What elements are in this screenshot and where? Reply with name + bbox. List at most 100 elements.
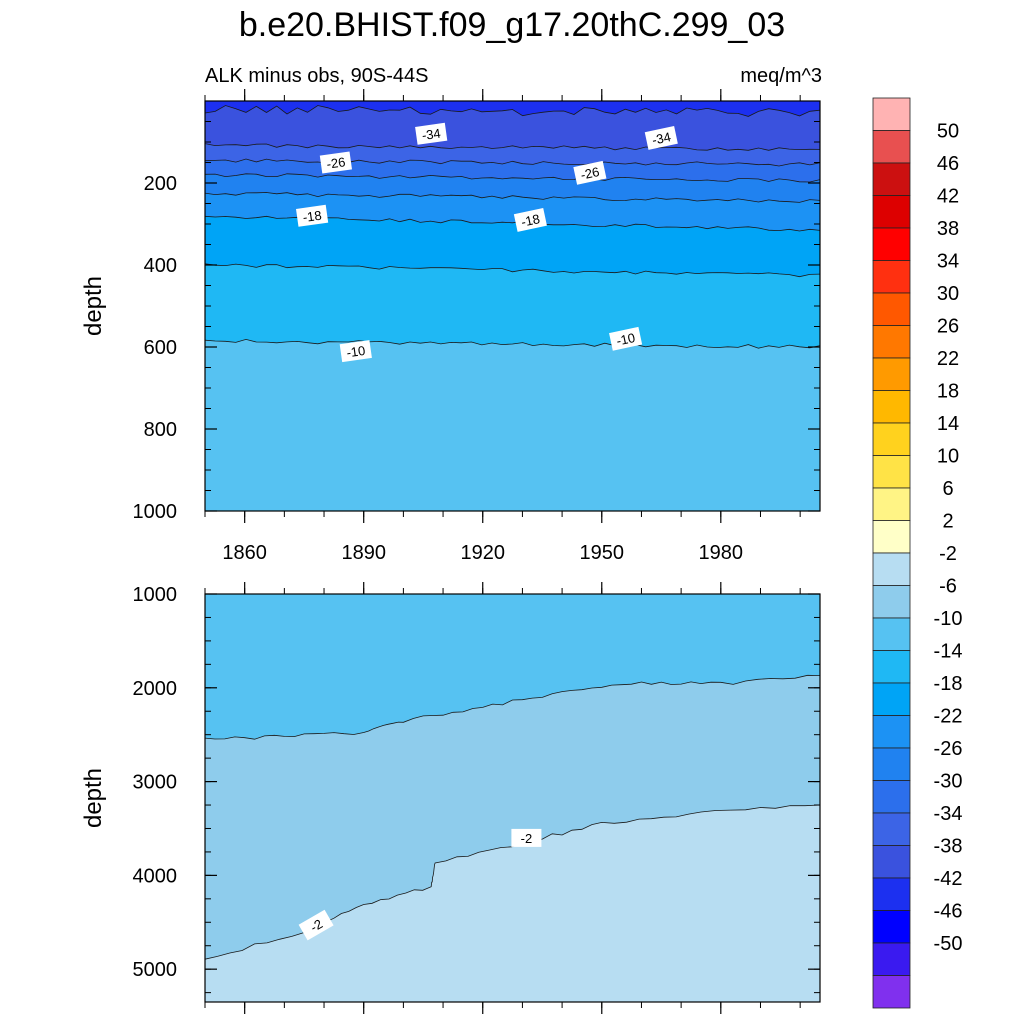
upper-contour-label: -34 [644,125,678,150]
colorbar-label: -46 [934,901,963,923]
colorbar-box [872,260,911,294]
colorbar-box [872,812,911,846]
colorbar-box [872,422,911,456]
colorbar-label: 6 [942,478,953,500]
colorbar-label: 34 [937,251,959,273]
colorbar-box [872,130,911,164]
figure-title: b.e20.BHIST.f09_g17.20thC.299_03 [239,6,785,44]
colorbar-box [872,975,911,1009]
colorbar-label: -38 [934,836,963,858]
colorbar-box [872,455,911,489]
upper-contour-lines [204,105,821,349]
upper-contour-label: -26 [319,151,353,174]
colorbar-box [872,195,911,229]
upper-contour-label: -10 [609,326,643,351]
lower-contour-line [204,674,821,740]
lower-contour-label-bg [511,828,542,847]
colorbar-label: 46 [937,153,959,175]
upper-y-ticks: 200 400 600 800 1000 [133,100,820,523]
upper-contour-label-bg [644,125,678,150]
colorbar-box [872,877,911,911]
colorbar-label: 38 [937,218,959,240]
upper-contour-label-bg [319,151,353,174]
colorbar-label: 2 [942,511,953,533]
colorbar-box [872,910,911,944]
colorbar-label: -10 [934,608,963,630]
colorbar-box [872,520,911,554]
colorbar-box [872,162,911,196]
upper-contour-label-text: -18 [520,211,542,230]
upper-contour-label-text: -10 [615,330,637,349]
upper-contour-line [204,158,821,167]
lower-y-tick-label: 4000 [133,865,178,887]
upper-x-tick-label: 1860 [222,542,267,564]
upper-y-tick-label: 600 [144,337,177,359]
upper-contour-label-text: -18 [302,208,323,225]
colorbar-box [872,227,911,261]
upper-contour-fills [205,101,820,511]
colorbar-label: 10 [937,446,959,468]
upper-y-tick-label: 800 [144,419,177,441]
upper-contour-label: -18 [295,204,329,227]
colorbar-box [872,780,911,814]
colorbar-box [872,325,911,359]
upper-contour-label: -34 [415,122,448,145]
upper-contour-label-text: -34 [421,126,442,143]
lower-contour-label: -2 [511,828,542,847]
lower-band-fill [205,805,820,1002]
colorbar-label: -42 [934,868,963,890]
lower-panel: -2 -2 1000 2000 3000 4000 5000 depth [80,582,821,1014]
upper-band-fill [205,101,820,117]
upper-contour-label: -10 [339,340,372,363]
colorbar-box [872,845,911,879]
lower-y-tick-label: 2000 [133,678,178,700]
colorbar-label: -22 [934,706,963,728]
colorbar-box [872,487,911,521]
upper-contour-label-bg [513,207,547,232]
lower-y-axis-label: depth [80,768,107,828]
colorbar-label: 22 [937,348,959,370]
upper-contour-label-text: -26 [326,154,347,171]
upper-contour-line [204,105,821,117]
upper-contour-line [204,263,821,278]
upper-contour-label: -18 [513,207,547,232]
colorbar-label: 50 [937,121,959,143]
colorbar-label: 18 [937,381,959,403]
upper-contour-label-bg [573,160,607,185]
upper-panel: ALK minus obs, 90S-44S meq/m^3 -34 -34 -26… [80,65,822,564]
colorbar-label: -2 [939,543,957,565]
lower-y-ticks: 1000 2000 3000 4000 5000 [133,584,820,994]
colorbar-box [872,357,911,391]
lower-contour-labels: -2 -2 [298,828,542,941]
colorbar-box [872,552,911,586]
upper-y-tick-label: 200 [144,173,177,195]
colorbar-box [872,942,911,976]
upper-x-tick-label: 1980 [699,542,744,564]
lower-y-tick-label: 1000 [133,584,178,606]
lower-y-tick-label: 3000 [133,772,178,794]
upper-contour-line [204,173,821,183]
colorbar-label: 30 [937,283,959,305]
colorbar-label: -14 [934,641,963,663]
colorbar: 50 46 42 38 34 30 26 22 18 14 10 6 2 -2 -6 -10 -14 -18 -22… [872,97,963,1009]
upper-y-tick-label: 400 [144,255,177,277]
upper-contour-label-bg [339,340,372,363]
lower-contour-fills [205,594,820,1002]
lower-contour-label-text: -2 [521,831,533,846]
upper-subtitle-left: ALK minus obs, 90S-44S [205,65,428,87]
lower-contour-label-bg [298,909,334,941]
upper-contour-line [204,192,821,203]
upper-subtitle-right: meq/m^3 [740,65,822,87]
upper-contour-label-text: -26 [579,164,601,183]
upper-x-tick-label: 1920 [460,542,505,564]
upper-contour-label: -26 [573,160,607,185]
colorbar-label: -26 [934,738,963,760]
colorbar-box [872,97,911,131]
colorbar-label: -18 [934,673,963,695]
colorbar-box [872,650,911,684]
colorbar-box [872,390,911,424]
colorbar-box [872,617,911,651]
upper-contour-line [204,143,821,151]
lower-plot-frame [204,593,821,1003]
